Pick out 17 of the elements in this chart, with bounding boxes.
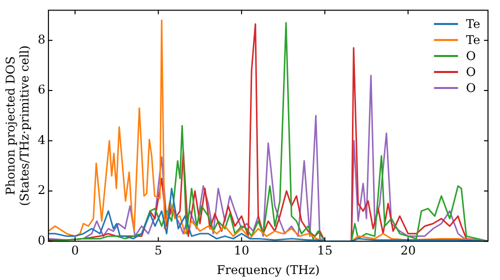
y-tick-label: 2 — [38, 183, 46, 198]
legend-label: Te — [466, 33, 480, 48]
legend-label: Te — [466, 17, 480, 32]
x-tick-label: 0 — [71, 244, 79, 258]
y-tick-label: 6 — [38, 82, 46, 97]
x-tick-label: 10 — [234, 244, 250, 258]
x-tick-label: 5 — [154, 244, 162, 258]
legend-label: O — [466, 49, 476, 64]
y-tick-label: 0 — [38, 233, 46, 248]
y-tick-label: 8 — [38, 32, 46, 46]
x-tick-label: 15 — [317, 244, 332, 258]
y-axis-title: Phonon projected DOS (States/THz·primitive cell) — [3, 45, 32, 206]
x-axis-title: Frequency (THz) — [216, 262, 320, 277]
x-tick-label: 20 — [400, 244, 416, 258]
legend-label: O — [466, 81, 476, 96]
legend-label: O — [466, 65, 476, 80]
y-tick-label: 4 — [38, 132, 46, 147]
